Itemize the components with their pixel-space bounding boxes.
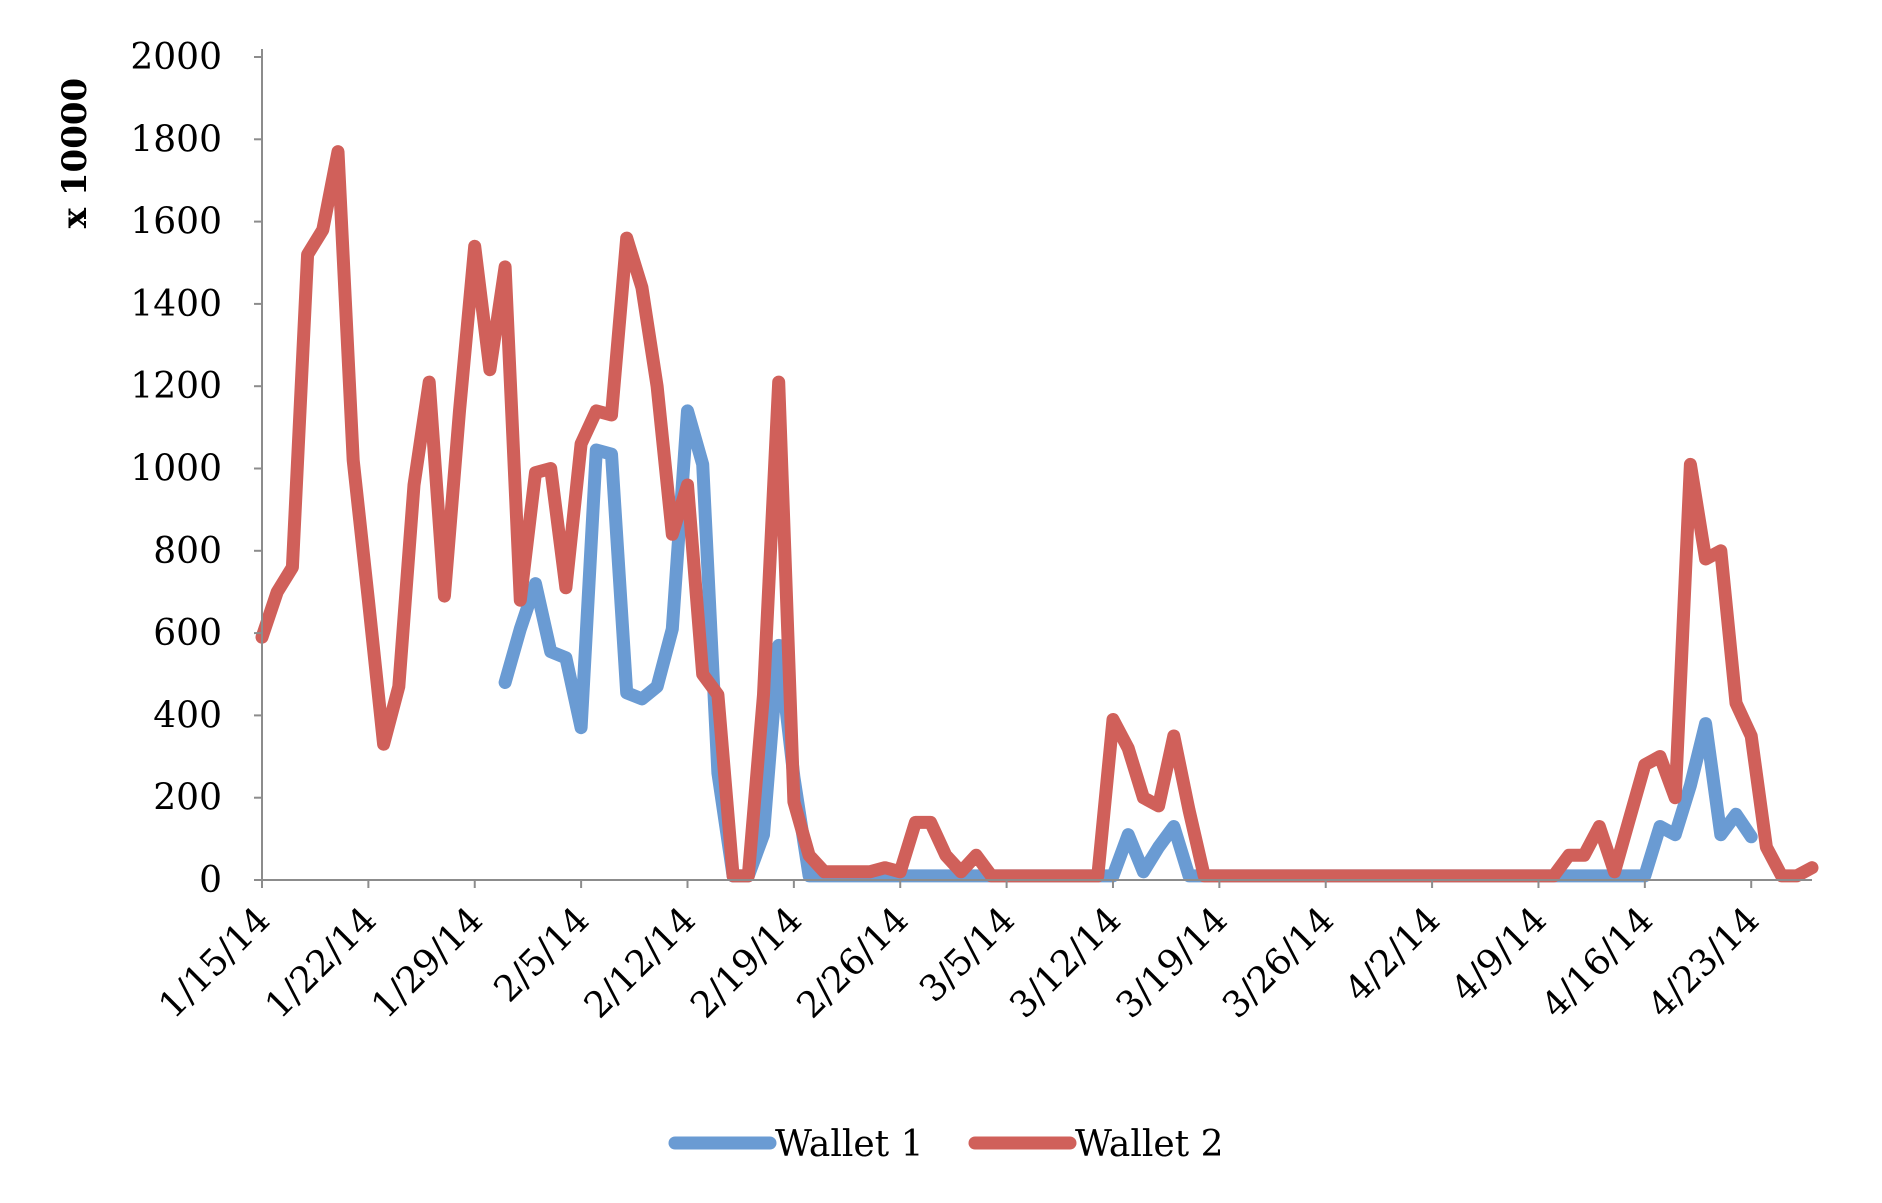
y-tick-label: 600 [153,613,222,654]
x-tick-label: 2/19/14 [683,899,810,1026]
y-tick-label: 0 [199,860,222,901]
x-axis-ticks: 1/15/141/22/141/29/142/5/142/12/142/19/1… [151,880,1768,1026]
y-axis-ticks: 0 200 400 600 800 1000 1200 1400 1600 1800 2000 [130,37,262,901]
y-tick-label: 1400 [130,284,222,325]
series-layer [255,145,1819,883]
y-tick-label: 1800 [130,119,222,160]
series-line-wallet-2 [255,145,1819,883]
x-tick-label: 4/23/14 [1640,899,1767,1026]
x-tick-label: 3/12/14 [1002,899,1129,1026]
x-tick-label: 3/26/14 [1215,899,1342,1026]
x-tick-label: 2/12/14 [577,899,704,1026]
x-tick-label: 1/29/14 [364,899,491,1026]
x-tick-label: 1/15/14 [151,899,278,1026]
y-tick-label: 400 [153,695,222,736]
x-tick-label: 4/16/14 [1534,899,1661,1026]
y-tick-label: 200 [153,778,222,819]
y-tick-label: 2000 [130,37,222,78]
x-tick-label: 4/2/14 [1338,899,1449,1010]
y-tick-label: 1000 [130,449,222,490]
y-tick-label: 800 [153,531,222,572]
legend: Wallet 1 Wallet 2 [668,1124,1223,1165]
x-tick-label: 3/19/14 [1109,899,1236,1026]
y-tick-label: 1600 [130,202,222,243]
x-tick-label: 1/22/14 [258,899,385,1026]
axes-layer [261,49,1812,881]
y-tick-label: 1200 [130,366,222,407]
x-tick-label: 2/26/14 [789,899,916,1026]
y-axis-label: x 10000 [55,78,95,228]
legend-label: Wallet 2 [1075,1124,1223,1165]
legend-label: Wallet 1 [775,1124,923,1165]
